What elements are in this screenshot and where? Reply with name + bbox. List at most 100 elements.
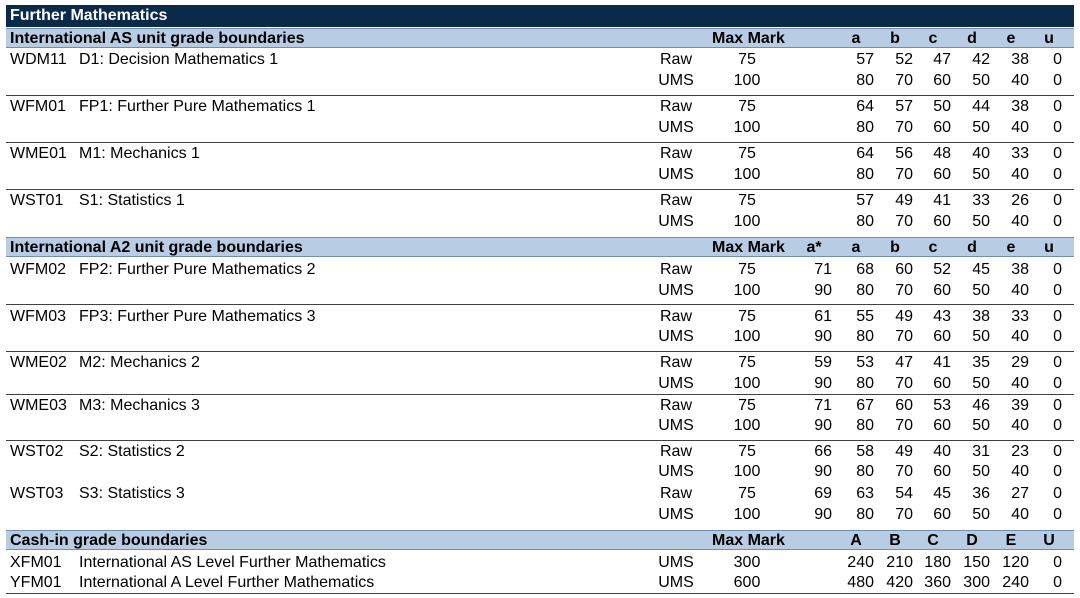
grade-b: 47 bbox=[895, 354, 913, 371]
table-row: WST03 S3: Statistics 3 Raw 75 69 63 54 4… bbox=[6, 483, 1074, 504]
grade-e: 38 bbox=[1011, 51, 1029, 68]
grade-e: 40 bbox=[1011, 72, 1029, 89]
table-row: UMS 100 90 80 70 60 50 40 0 bbox=[6, 415, 1074, 436]
grade-b: 49 bbox=[895, 192, 913, 209]
grade-c: 47 bbox=[933, 51, 951, 68]
grade-a: 80 bbox=[856, 506, 874, 523]
col-d: D bbox=[966, 532, 978, 549]
unit-code: WST03 bbox=[10, 485, 64, 502]
grade-u: 0 bbox=[1053, 574, 1062, 591]
grade-c: 60 bbox=[933, 119, 951, 136]
grade-c: 60 bbox=[933, 463, 951, 480]
col-e: e bbox=[1006, 30, 1016, 47]
section-title: Cash-in grade boundaries bbox=[10, 532, 208, 549]
grade-b: 70 bbox=[895, 375, 913, 392]
grade-a: 57 bbox=[856, 51, 874, 68]
grade-c: 52 bbox=[933, 261, 951, 278]
mark-type: UMS bbox=[658, 166, 694, 183]
table-row: WFM03 FP3: Further Pure Mathematics 3 Ra… bbox=[6, 306, 1074, 327]
grade-d: 44 bbox=[972, 98, 990, 115]
unit-name: S1: Statistics 1 bbox=[79, 192, 185, 209]
grade-e: 40 bbox=[1011, 417, 1029, 434]
col-b: b bbox=[890, 30, 900, 47]
col-u: U bbox=[1043, 532, 1055, 549]
grade-c: 48 bbox=[933, 145, 951, 162]
max-mark: 75 bbox=[738, 145, 756, 162]
mark-type: UMS bbox=[658, 417, 694, 434]
grade-u: 0 bbox=[1053, 506, 1062, 523]
grade-u: 0 bbox=[1053, 463, 1062, 480]
max-mark: 100 bbox=[733, 328, 761, 345]
grade-b: 60 bbox=[895, 261, 913, 278]
mark-type: Raw bbox=[659, 397, 692, 414]
grade-a-star: 90 bbox=[814, 463, 832, 480]
grade-c: 180 bbox=[924, 554, 951, 571]
unit-name: M3: Mechanics 3 bbox=[79, 397, 200, 414]
table-row: YFM01 International A Level Further Math… bbox=[6, 572, 1074, 593]
grade-c: 41 bbox=[933, 354, 951, 371]
grade-a: 80 bbox=[856, 119, 874, 136]
unit-code: WME02 bbox=[10, 354, 67, 371]
grade-e: 40 bbox=[1011, 328, 1029, 345]
col-d: d bbox=[967, 30, 977, 47]
grade-b: 70 bbox=[895, 328, 913, 345]
table-row: UMS 100 90 80 70 60 50 40 0 bbox=[6, 280, 1074, 301]
grade-e: 33 bbox=[1011, 145, 1029, 162]
mark-type: Raw bbox=[659, 98, 692, 115]
unit-code: WFM01 bbox=[10, 98, 66, 115]
grade-a: 480 bbox=[847, 574, 874, 591]
max-mark: 100 bbox=[733, 213, 761, 230]
grade-c: 60 bbox=[933, 166, 951, 183]
grade-u: 0 bbox=[1053, 51, 1062, 68]
section-header-as: International AS unit grade boundaries M… bbox=[6, 28, 1074, 48]
grade-b: 70 bbox=[895, 463, 913, 480]
max-mark: 75 bbox=[738, 192, 756, 209]
max-mark: 300 bbox=[733, 554, 761, 571]
grade-a: 80 bbox=[856, 463, 874, 480]
grade-d: 42 bbox=[972, 51, 990, 68]
unit-code: WFM03 bbox=[10, 308, 66, 325]
grade-c: 43 bbox=[933, 308, 951, 325]
unit-name: FP3: Further Pure Mathematics 3 bbox=[79, 308, 316, 325]
grade-u: 0 bbox=[1053, 417, 1062, 434]
col-c: c bbox=[928, 239, 938, 256]
max-mark: 100 bbox=[733, 119, 761, 136]
grade-a: 80 bbox=[856, 375, 874, 392]
grade-u: 0 bbox=[1053, 166, 1062, 183]
grade-a: 80 bbox=[856, 213, 874, 230]
table-row: WME03 M3: Mechanics 3 Raw 75 71 67 60 53… bbox=[6, 395, 1074, 416]
grade-c: 50 bbox=[933, 98, 951, 115]
table-row: WDM11 D1: Decision Mathematics 1 Raw 75 … bbox=[6, 49, 1074, 70]
grade-e: 40 bbox=[1011, 119, 1029, 136]
grade-a: 68 bbox=[856, 261, 874, 278]
col-e: e bbox=[1006, 239, 1016, 256]
unit-name: D1: Decision Mathematics 1 bbox=[79, 51, 279, 68]
grade-u: 0 bbox=[1053, 119, 1062, 136]
max-mark: 600 bbox=[733, 574, 761, 591]
row-divider bbox=[6, 304, 1074, 305]
unit-code: WME03 bbox=[10, 397, 67, 414]
grade-a-star: 59 bbox=[814, 354, 832, 371]
qualification-name: International AS Level Further Mathemati… bbox=[79, 554, 386, 571]
row-divider bbox=[6, 394, 1074, 395]
grade-d: 36 bbox=[972, 485, 990, 502]
unit-name: M2: Mechanics 2 bbox=[79, 354, 200, 371]
row-divider bbox=[6, 95, 1074, 96]
max-mark: 100 bbox=[733, 463, 761, 480]
grade-a: 63 bbox=[856, 485, 874, 502]
grade-u: 0 bbox=[1053, 145, 1062, 162]
grade-u: 0 bbox=[1053, 443, 1062, 460]
grade-e: 40 bbox=[1011, 506, 1029, 523]
grade-a: 58 bbox=[856, 443, 874, 460]
max-mark: 75 bbox=[738, 485, 756, 502]
mark-type: UMS bbox=[658, 328, 694, 345]
grade-a-star: 90 bbox=[814, 506, 832, 523]
col-d: d bbox=[967, 239, 977, 256]
mark-type: Raw bbox=[659, 51, 692, 68]
grade-c: 60 bbox=[933, 72, 951, 89]
grade-u: 0 bbox=[1053, 375, 1062, 392]
table-row: WST02 S2: Statistics 2 Raw 75 66 58 49 4… bbox=[6, 441, 1074, 462]
mark-type: UMS bbox=[658, 282, 694, 299]
grade-c: 60 bbox=[933, 506, 951, 523]
